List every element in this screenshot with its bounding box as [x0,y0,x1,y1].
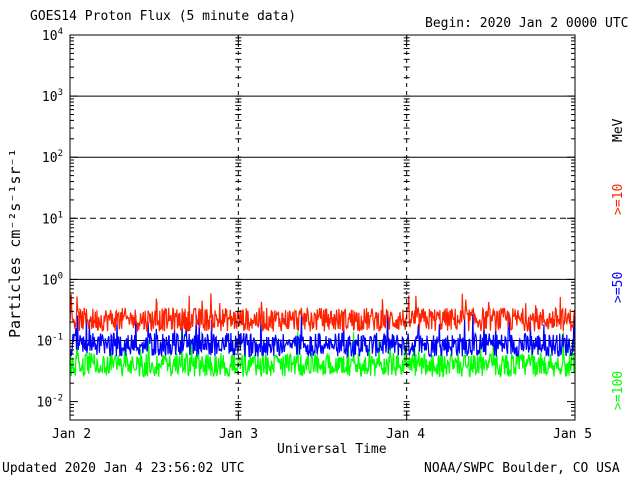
y-tick-label-3: 101 [42,210,63,227]
credit: NOAA/SWPC Boulder, CO USA [424,461,620,476]
y-tick-labels: 104 103 102 101 100 10-1 10-2 [37,27,64,411]
legend-unit: MeV [611,118,626,142]
updated-timestamp: Updated 2020 Jan 4 23:56:02 UTC [2,461,245,476]
y-tick-label-2: 102 [42,149,63,166]
x-tick-label-jan2: Jan 2 [52,427,92,442]
begin-time: Begin: 2020 Jan 2 0000 UTC [425,16,629,31]
y-tick-label-6: 10-2 [37,394,64,411]
series-line-1 [69,311,576,359]
chart-title: GOES14 Proton Flux (5 minute data) [30,9,297,24]
legend-ge10: >=10 [611,183,626,215]
legend-ge100: >=100 [611,370,626,410]
y-tick-label-0: 104 [42,27,63,44]
series-layer [69,293,576,379]
series-line-0 [69,293,576,333]
series-line-2 [69,330,576,379]
y-axis-label: Particles cm⁻²s⁻¹sr⁻¹ [6,148,24,338]
legend-ge50: >=50 [611,271,626,303]
x-tick-label-jan4: Jan 4 [386,427,426,442]
y-tick-label-1: 103 [42,88,63,105]
y-tick-label-4: 100 [42,271,63,288]
axis-ticks [69,35,576,421]
y-tick-label-5: 10-1 [37,333,64,350]
reference-lines [70,95,575,342]
x-axis-label: Universal Time [277,442,387,457]
x-tick-label-jan3: Jan 3 [219,427,259,442]
x-tick-label-jan5: Jan 5 [553,427,593,442]
